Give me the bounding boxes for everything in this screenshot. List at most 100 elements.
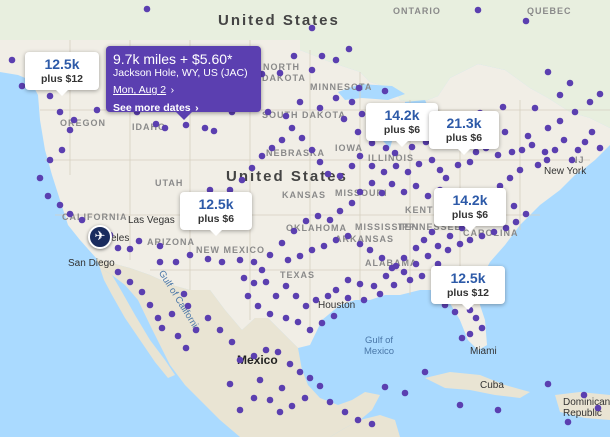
destination-dot[interactable] <box>294 318 302 326</box>
destination-dot[interactable] <box>401 389 409 397</box>
destination-dot[interactable] <box>424 192 432 200</box>
destination-dot[interactable] <box>344 294 352 302</box>
destination-dot[interactable] <box>290 227 298 235</box>
destination-dot[interactable] <box>392 162 400 170</box>
destination-dot[interactable] <box>282 314 290 322</box>
destination-dot[interactable] <box>143 5 151 13</box>
destination-dot[interactable] <box>276 69 284 77</box>
destination-dot[interactable] <box>250 279 258 287</box>
destination-dot[interactable] <box>574 146 582 154</box>
destination-dot[interactable] <box>528 141 536 149</box>
destination-dot[interactable] <box>332 286 340 294</box>
destination-dot[interactable] <box>248 164 256 172</box>
destination-dot[interactable] <box>502 224 510 232</box>
destination-dot[interactable] <box>336 172 344 180</box>
destination-dot[interactable] <box>456 401 464 409</box>
destination-dot[interactable] <box>240 274 248 282</box>
destination-dot[interactable] <box>296 368 304 376</box>
destination-dot[interactable] <box>308 246 316 254</box>
destination-dot[interactable] <box>156 258 164 266</box>
destination-dot[interactable] <box>434 242 442 250</box>
price-bubble-florida[interactable]: 12.5k plus $12 <box>431 266 505 310</box>
destination-dot[interactable] <box>478 324 486 332</box>
destination-dot[interactable] <box>184 302 192 310</box>
destination-dot[interactable] <box>201 124 209 132</box>
destination-dot[interactable] <box>541 148 549 156</box>
destination-dot[interactable] <box>320 242 328 250</box>
destination-dot[interactable] <box>152 120 160 128</box>
destination-dot[interactable] <box>472 148 480 156</box>
destination-dot[interactable] <box>378 254 386 262</box>
destination-dot[interactable] <box>400 254 408 262</box>
destination-dot[interactable] <box>296 252 304 260</box>
destination-dot[interactable] <box>571 108 579 116</box>
destination-dot[interactable] <box>348 162 356 170</box>
destination-dot[interactable] <box>381 383 389 391</box>
destination-dot[interactable] <box>580 391 588 399</box>
destination-dot[interactable] <box>458 334 466 342</box>
destination-dot[interactable] <box>326 398 334 406</box>
destination-dot[interactable] <box>174 332 182 340</box>
destination-dot[interactable] <box>501 128 509 136</box>
selected-destination-popup[interactable]: 9.7k miles + $5.60* Jackson Hole, WY, US… <box>106 46 261 120</box>
destination-dot[interactable] <box>344 276 352 284</box>
destination-dot[interactable] <box>278 384 286 392</box>
destination-dot[interactable] <box>400 188 408 196</box>
destination-dot[interactable] <box>344 232 352 240</box>
destination-dot[interactable] <box>314 212 322 220</box>
destination-dot[interactable] <box>204 314 212 322</box>
destination-dot[interactable] <box>478 232 486 240</box>
destination-dot[interactable] <box>382 144 390 152</box>
destination-dot[interactable] <box>308 146 316 154</box>
destination-dot[interactable] <box>412 182 420 190</box>
destination-dot[interactable] <box>474 6 482 14</box>
destination-dot[interactable] <box>544 68 552 76</box>
destination-dot[interactable] <box>318 52 326 60</box>
price-bubble-midwest[interactable]: 14.2k plus $6 <box>366 103 438 147</box>
destination-dot[interactable] <box>594 404 602 412</box>
destination-dot[interactable] <box>420 236 428 244</box>
destination-dot[interactable] <box>496 182 504 190</box>
destination-dot[interactable] <box>388 180 396 188</box>
destination-dot[interactable] <box>168 310 176 318</box>
destination-dot[interactable] <box>412 260 420 268</box>
destination-dot[interactable] <box>428 156 436 164</box>
destination-dot[interactable] <box>324 170 332 178</box>
destination-dot[interactable] <box>510 202 518 210</box>
destination-dot[interactable] <box>551 146 559 154</box>
destination-dot[interactable] <box>266 251 274 259</box>
destination-dot[interactable] <box>415 160 423 168</box>
destination-dot[interactable] <box>368 162 376 170</box>
destination-dot[interactable] <box>70 116 78 124</box>
destination-dot[interactable] <box>282 112 290 120</box>
destination-dot[interactable] <box>494 406 502 414</box>
destination-dot[interactable] <box>348 199 356 207</box>
destination-dot[interactable] <box>332 56 340 64</box>
destination-dot[interactable] <box>308 66 316 74</box>
destination-dot[interactable] <box>8 56 16 64</box>
destination-dot[interactable] <box>382 272 390 280</box>
destination-dot[interactable] <box>78 216 86 224</box>
destination-dot[interactable] <box>44 192 52 200</box>
destination-dot[interactable] <box>324 292 332 300</box>
destination-dot[interactable] <box>390 281 398 289</box>
popup-date-link[interactable]: Mon, Aug 2 › <box>113 80 254 98</box>
destination-dot[interactable] <box>138 288 146 296</box>
destination-dot[interactable] <box>508 148 516 156</box>
destination-dot[interactable] <box>330 312 338 320</box>
destination-dot[interactable] <box>126 245 134 253</box>
destination-dot[interactable] <box>370 282 378 290</box>
destination-dot[interactable] <box>286 360 294 368</box>
destination-dot[interactable] <box>404 168 412 176</box>
destination-dot[interactable] <box>316 382 324 390</box>
destination-dot[interactable] <box>340 115 348 123</box>
destination-dot[interactable] <box>332 94 340 102</box>
destination-dot[interactable] <box>356 280 364 288</box>
destination-dot[interactable] <box>356 240 364 248</box>
price-bubble-ohio[interactable]: 21.3k plus $6 <box>429 111 499 155</box>
destination-dot[interactable] <box>114 244 122 252</box>
destination-dot[interactable] <box>499 103 507 111</box>
destination-dot[interactable] <box>161 124 169 132</box>
destination-dot[interactable] <box>358 110 366 118</box>
price-bubble-west-coast[interactable]: 12.5k plus $12 <box>25 52 99 96</box>
